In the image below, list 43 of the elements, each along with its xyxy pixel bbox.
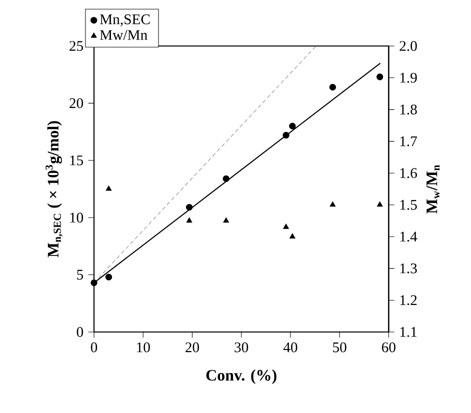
- x-tick-label: 20: [186, 342, 199, 352]
- x-tick-label: 40: [283, 342, 298, 352]
- y2-tick-label: 1.4: [400, 232, 418, 242]
- y2-tick-label: 1.5: [400, 200, 417, 210]
- y-tick-label: 15: [70, 155, 84, 166]
- point: [222, 175, 230, 182]
- point: [329, 84, 336, 91]
- y-tick-label: 0: [76, 327, 84, 337]
- point: [289, 122, 296, 130]
- y2-axis-title: M$_{w}$/M$_{n}$: [426, 165, 440, 214]
- y2-tick-label: 1.7: [400, 136, 417, 146]
- point: [376, 202, 383, 207]
- point: [186, 217, 192, 223]
- y-tick-label: 25: [70, 41, 84, 51]
- point: [282, 132, 290, 139]
- y2-tick-label: 1.2: [400, 295, 417, 306]
- point: [90, 279, 98, 286]
- y2-tick-label: 1.9: [400, 72, 417, 83]
- x-tick-label: 10: [137, 342, 150, 352]
- legend-label: Mw/Mn: [100, 30, 148, 40]
- point: [186, 204, 193, 211]
- x-tick-label: 50: [333, 342, 346, 352]
- point: [106, 186, 112, 191]
- x-axis-title: Conv. (%): [206, 369, 276, 384]
- x-tick-label: 60: [382, 342, 396, 352]
- y2-tick-label: 1.8: [400, 104, 417, 115]
- x-tick-label: 30: [234, 342, 248, 352]
- y-tick-label: 5: [77, 270, 84, 280]
- point: [223, 217, 230, 223]
- y2-tick-label: 2.0: [400, 41, 417, 51]
- y-axis-title: M$_{n,SEC}$ ( × 10$^{3}$g/mol): [46, 121, 62, 258]
- x-tick-label: 0: [90, 342, 98, 352]
- point: [376, 74, 384, 80]
- y-tick-label: 10: [70, 212, 84, 223]
- point: [105, 274, 112, 280]
- y2-tick-label: 1.3: [400, 263, 417, 274]
- y2-tick-label: 1.1: [400, 327, 417, 337]
- point: [289, 233, 296, 238]
- y2-tick-label: 1.6: [400, 168, 417, 178]
- point: [283, 224, 289, 229]
- legend-label: Mn,SEC: [100, 14, 150, 26]
- y-tick-label: 20: [70, 98, 84, 108]
- point: [330, 202, 336, 207]
